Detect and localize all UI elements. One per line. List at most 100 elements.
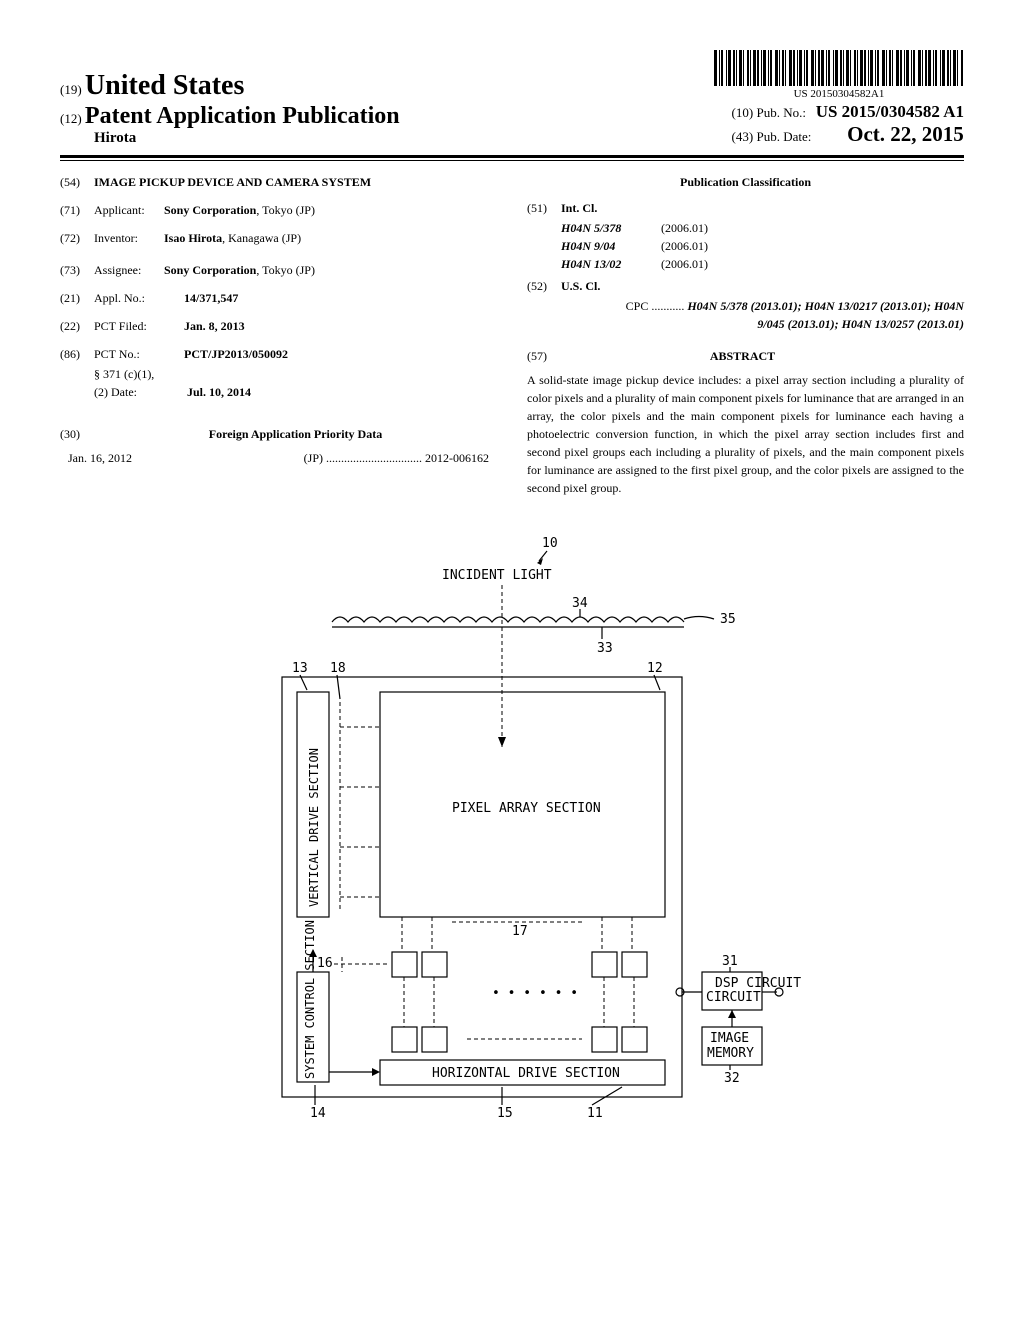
s371-date-value: Jul. 10, 2014 <box>187 385 251 399</box>
ref-12: 12 <box>647 661 663 676</box>
intcl-ver-2: (2006.01) <box>661 255 708 273</box>
classification-heading: Publication Classification <box>527 173 964 191</box>
code-51: (51) <box>527 199 561 217</box>
intcl-code-1: H04N 9/04 <box>561 237 661 255</box>
inventor-label: Inventor: <box>94 229 164 247</box>
vertical-drive-label: VERTICAL DRIVE SECTION <box>307 748 321 907</box>
field-72: (72) Inventor: Isao Hirota, Kanagawa (JP… <box>60 229 497 247</box>
barcode-bars <box>714 50 964 86</box>
priority-date: Jan. 16, 2012 <box>68 449 132 467</box>
figure: .ln { stroke:#000; stroke-width:1.2; fil… <box>60 527 964 1152</box>
ref-15: 15 <box>497 1106 513 1121</box>
intcl-ver-0: (2006.01) <box>661 219 708 237</box>
cpc-block: CPC ........... H04N 5/378 (2013.01); H0… <box>527 297 964 333</box>
intcl-code-0: H04N 5/378 <box>561 219 661 237</box>
field-51: (51) Int. Cl. <box>527 199 964 217</box>
applicant-label: Applicant: <box>94 201 164 219</box>
pixel-array-label: PIXEL ARRAY SECTION <box>452 801 601 816</box>
code-30: (30) <box>60 425 94 443</box>
pctno-label: PCT No.: <box>94 345 184 363</box>
ref-31: 31 <box>722 954 738 969</box>
field-71: (71) Applicant: Sony Corporation, Tokyo … <box>60 201 497 219</box>
divider-thin <box>60 160 964 161</box>
right-column: Publication Classification (51) Int. Cl.… <box>527 173 964 497</box>
biblio-columns: (54) IMAGE PICKUP DEVICE AND CAMERA SYST… <box>60 173 964 497</box>
imgmem-label-2: MEMORY <box>707 1046 754 1061</box>
applno-value: 14/371,547 <box>184 291 238 305</box>
pub-type: Patent Application Publication <box>85 103 400 129</box>
pctno-value: PCT/JP2013/050092 <box>184 347 288 361</box>
field-22: (22) PCT Filed: Jan. 8, 2013 <box>60 317 497 335</box>
ref-13: 13 <box>292 661 308 676</box>
code-43: (43) <box>732 129 754 144</box>
dsp-label: DSP CIRCUIT <box>715 976 801 991</box>
code-21: (21) <box>60 289 94 307</box>
applno-label: Appl. No.: <box>94 289 184 307</box>
uscl-label: U.S. Cl. <box>561 279 600 293</box>
incident-light-label: INCIDENT LIGHT <box>442 568 552 583</box>
ref-34: 34 <box>572 596 588 611</box>
ref-18: 18 <box>330 661 346 676</box>
field-21: (21) Appl. No.: 14/371,547 <box>60 289 497 307</box>
intcl-ver-1: (2006.01) <box>661 237 708 255</box>
ref-14: 14 <box>310 1106 326 1121</box>
code-10: (10) <box>732 105 754 120</box>
cpc-text: H04N 5/378 (2013.01); H04N 13/0217 (2013… <box>684 299 964 331</box>
pub-no-label: Pub. No.: <box>756 105 805 120</box>
abstract-heading: ABSTRACT <box>564 347 921 365</box>
inventor-name: Isao Hirota <box>164 231 222 245</box>
horizontal-drive-label: HORIZONTAL DRIVE SECTION <box>432 1066 620 1081</box>
pub-no: US 2015/0304582 A1 <box>816 102 964 121</box>
ref-32: 32 <box>724 1071 740 1086</box>
code-52: (52) <box>527 277 561 295</box>
cpc-prefix: CPC ........... <box>626 299 685 313</box>
s371-date-label: (2) Date: <box>94 383 184 401</box>
intcl-code-2: H04N 13/02 <box>561 255 661 273</box>
assignee-name: Sony Corporation <box>164 263 256 277</box>
country-name: United States <box>85 70 244 101</box>
priority-dots: ................................ <box>326 451 422 465</box>
field-57: (57) ABSTRACT <box>527 341 964 371</box>
left-column: (54) IMAGE PICKUP DEVICE AND CAMERA SYST… <box>60 173 497 497</box>
ref-11: 11 <box>587 1106 603 1121</box>
code-71: (71) <box>60 201 94 219</box>
dots-1: • • • • • • <box>492 986 578 1001</box>
dsp-label-2: CIRCUIT <box>706 990 761 1005</box>
pctfiled-value: Jan. 8, 2013 <box>184 319 245 333</box>
imgmem-label-1: IMAGE <box>710 1031 749 1046</box>
inventor-loc: , Kanagawa (JP) <box>222 231 301 245</box>
ref-17: 17 <box>512 924 528 939</box>
code-86: (86) <box>60 345 94 363</box>
priority-heading: Foreign Application Priority Data <box>97 425 494 443</box>
assignee-loc: , Tokyo (JP) <box>256 263 315 277</box>
code-73: (73) <box>60 261 94 279</box>
author-surname: Hirota <box>94 130 400 147</box>
field-30: (30) Foreign Application Priority Data <box>60 415 497 443</box>
priority-row: Jan. 16, 2012 (JP) .....................… <box>60 449 497 467</box>
priority-country: (JP) <box>304 451 323 465</box>
code-22: (22) <box>60 317 94 335</box>
applicant-loc: , Tokyo (JP) <box>256 203 315 217</box>
field-86-sub2: (2) Date: Jul. 10, 2014 <box>60 383 497 401</box>
abstract-text: A solid-state image pickup device includ… <box>527 371 964 497</box>
barcode-text: US 20150304582A1 <box>714 88 964 100</box>
intcl-rows: H04N 5/378(2006.01) H04N 9/04(2006.01) H… <box>527 219 964 273</box>
code-54: (54) <box>60 173 94 191</box>
ref-35: 35 <box>720 612 736 627</box>
figure-svg: .ln { stroke:#000; stroke-width:1.2; fil… <box>202 527 822 1147</box>
ref-10: 10 <box>542 536 558 551</box>
divider-thick <box>60 155 964 158</box>
pub-date-label: Pub. Date: <box>756 129 811 144</box>
code-12: (12) <box>60 111 82 126</box>
invention-title: IMAGE PICKUP DEVICE AND CAMERA SYSTEM <box>94 173 371 191</box>
field-86-sub1: § 371 (c)(1), <box>60 365 497 383</box>
field-54: (54) IMAGE PICKUP DEVICE AND CAMERA SYST… <box>60 173 497 191</box>
header: US 20150304582A1 (19) United States (12)… <box>60 70 964 147</box>
field-86: (86) PCT No.: PCT/JP2013/050092 <box>60 345 497 363</box>
field-73: (73) Assignee: Sony Corporation, Tokyo (… <box>60 261 497 279</box>
pub-date: Oct. 22, 2015 <box>847 122 964 146</box>
priority-appno: 2012-006162 <box>425 451 489 465</box>
barcode: US 20150304582A1 <box>714 50 964 100</box>
code-72: (72) <box>60 229 94 247</box>
assignee-label: Assignee: <box>94 261 164 279</box>
